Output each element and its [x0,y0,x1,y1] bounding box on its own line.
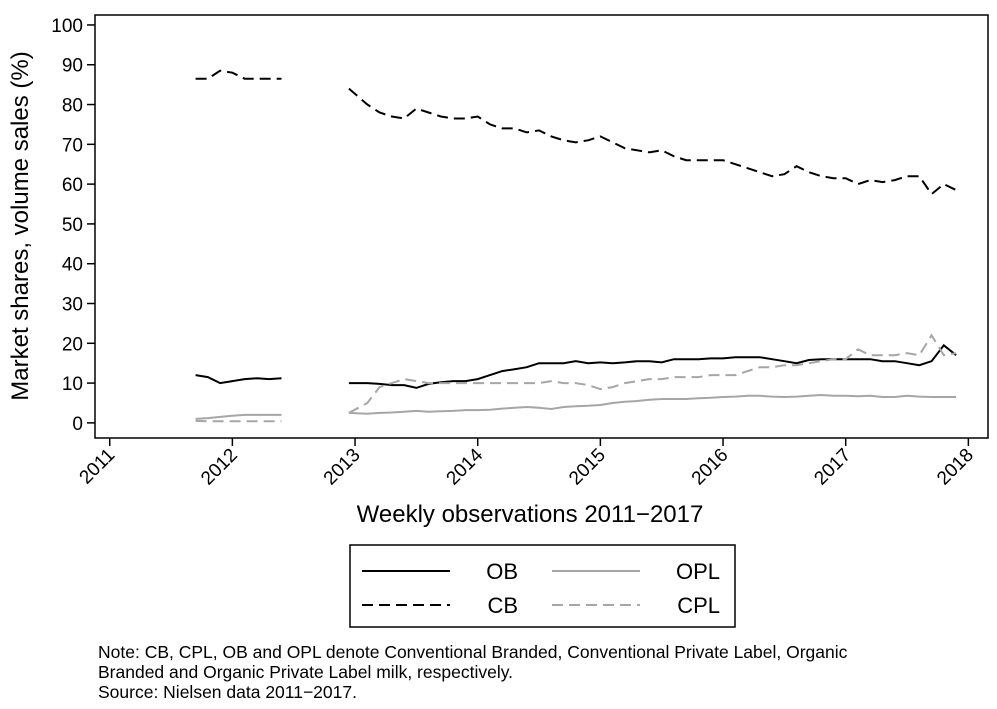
x-tick-label: 2017 [810,445,855,490]
y-axis-title: Market shares, volume sales (%) [7,51,34,400]
x-tick-label: 2018 [933,445,978,490]
y-tick-label: 0 [72,414,83,435]
y-tick-label: 50 [62,215,83,236]
series-line [195,393,957,420]
note: Source: Nielsen data 2011−2017. [98,682,357,702]
x-tick-label: 2011 [76,445,120,489]
legend-label: OB [486,559,518,584]
legend-label: OPL [676,559,720,584]
series-line [195,69,957,196]
y-tick-label: 20 [62,334,83,355]
y-tick-label: 60 [62,175,83,196]
y-tick-label: 10 [62,374,83,395]
x-tick-label: 2014 [443,444,488,489]
x-tick-label: 2013 [320,445,365,490]
y-tick-label: 90 [62,56,83,77]
x-tick-label: 2016 [688,445,733,490]
plot-frame [94,14,989,439]
x-axis-title: Weekly observations 2011−2017 [357,501,704,528]
series-line [195,343,957,389]
y-tick-label: 40 [62,255,83,276]
legend-label: CPL [677,593,720,618]
y-tick-label: 80 [62,96,83,117]
note: Branded and Organic Private Label milk, … [98,662,513,682]
legend-label: CB [487,593,518,618]
note: Note: CB, CPL, OB and OPL denote Convent… [98,642,848,662]
y-tick-label: 30 [62,294,83,315]
x-tick-label: 2015 [565,445,610,490]
series-line [195,333,957,423]
y-tick-label: 70 [62,135,83,156]
legend-box [349,544,736,628]
x-tick-label: 2012 [197,445,242,490]
y-tick-label: 100 [51,16,83,37]
